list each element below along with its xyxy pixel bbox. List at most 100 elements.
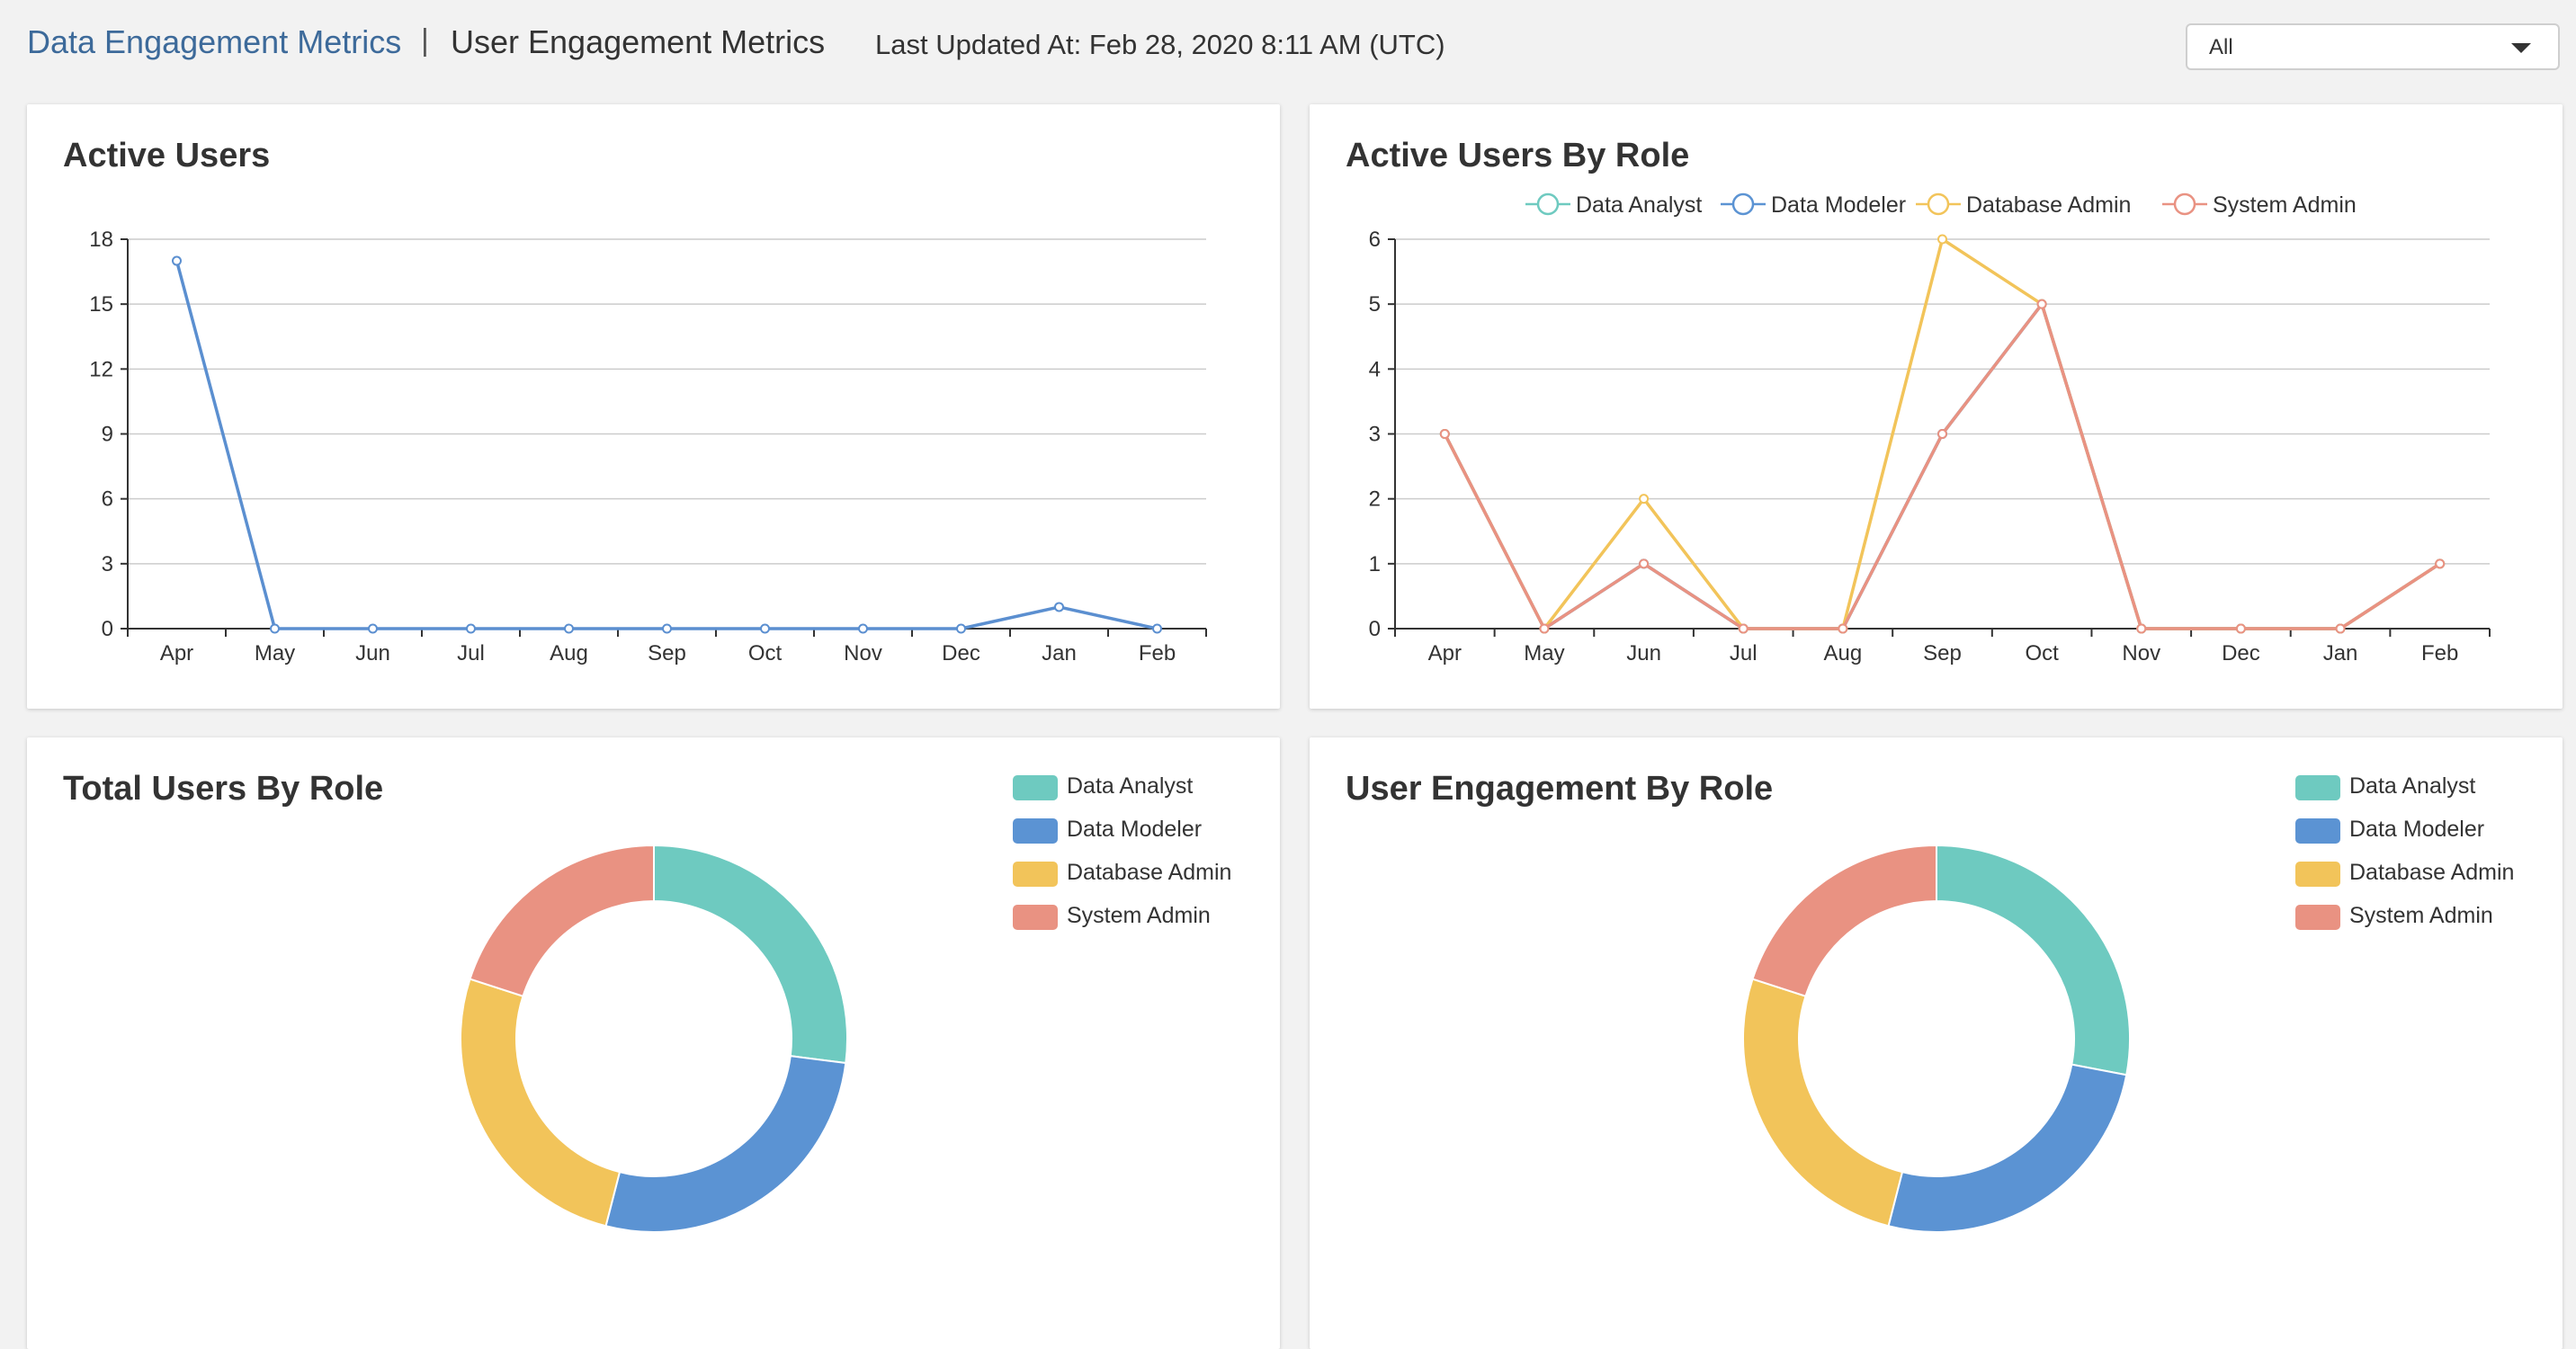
- page-title: User Engagement Metrics: [451, 23, 826, 60]
- legend-line-circle-icon: [1721, 192, 1766, 216]
- active-users-card: Active Users 0 3 6 9 12 15 18 Apr May Jun Jul Aug Se…: [27, 104, 1280, 709]
- data-analyst-line: [1443, 302, 2441, 630]
- system-admin-point: [1539, 623, 1550, 634]
- legend-label: Data Modeler: [2349, 817, 2485, 842]
- x-tick-label: Sep: [1923, 641, 1962, 666]
- active-users-by-role-legend: Data Analyst Data Modeler Database Admin Sy…: [1310, 191, 2563, 223]
- total-users-by-role-title: Total Users By Role: [63, 770, 384, 808]
- x-tick-label: Jul: [457, 641, 485, 666]
- slice-database-admin: [1742, 978, 1904, 1228]
- active-users-title: Active Users: [63, 137, 271, 174]
- x-tick-label: May: [255, 641, 295, 666]
- series-point: [1152, 623, 1162, 634]
- user-engagement-by-role-title: User Engagement By Role: [1346, 770, 1774, 808]
- legend-label: Data Modeler: [1771, 192, 1907, 218]
- active-users-by-role-card: Active Users By Role Data Analyst Data Mo…: [1310, 104, 2563, 709]
- legend-label: System Admin: [2349, 903, 2493, 928]
- user-engagement-by-role-legend: Data Analyst Data Modeler Database Admin Sy…: [2295, 773, 2547, 953]
- slice-system-admin: [469, 844, 655, 997]
- breadcrumb-link[interactable]: Data Engagement Metrics: [27, 23, 402, 60]
- system-admin-point: [1439, 429, 1450, 439]
- user-engagement-by-role-card: User Engagement By Role Data Analyst Data…: [1310, 737, 2563, 1349]
- system-admin-point: [2435, 558, 2446, 569]
- y-tick-label: 5: [1369, 292, 1381, 317]
- chevron-down-icon: [2511, 43, 2531, 53]
- role-filter-value: All: [2209, 35, 2233, 59]
- x-tick-label: Jan: [1042, 641, 1077, 666]
- x-tick-label: Nov: [844, 641, 882, 666]
- system-admin-point: [1937, 429, 1947, 439]
- total-users-by-role-card: Total Users By Role Data Analyst Data Mod…: [27, 737, 1280, 1349]
- slice-data-analyst: [653, 844, 848, 1065]
- y-tick-label: 6: [1369, 228, 1381, 252]
- series-point: [760, 623, 770, 634]
- system-admin-point: [1639, 558, 1650, 569]
- legend-circle: [1536, 192, 1560, 216]
- y-tick-label: 1: [1369, 552, 1381, 576]
- legend-swatch: [2295, 775, 2340, 800]
- x-tick-label: Jun: [355, 641, 390, 666]
- legend-label: Database Admin: [2349, 860, 2515, 885]
- y-tick-label: 0: [102, 617, 113, 641]
- series-point: [368, 623, 378, 634]
- x-tick-label: Aug: [550, 641, 588, 666]
- x-tick-label: Feb: [2421, 641, 2458, 666]
- slice-data-modeler: [1887, 1063, 2128, 1233]
- system-admin-line: [1443, 302, 2441, 630]
- slice-data-analyst: [1936, 844, 2131, 1077]
- y-tick-label: 4: [1369, 357, 1381, 381]
- system-admin-point: [2136, 623, 2147, 634]
- x-tick-label: Sep: [648, 641, 686, 666]
- series-point: [564, 623, 574, 634]
- legend-swatch: [2295, 905, 2340, 930]
- x-tick-label: Jun: [1626, 641, 1661, 666]
- active-users-by-role-chart: 0 1 2 3 4 5 6 Apr May Jun Jul Aug Sep Oct Nov Dec Jan Feb: [1369, 228, 2491, 666]
- slice-data-modeler: [604, 1055, 847, 1233]
- legend-swatch: [1013, 775, 1058, 800]
- y-tick-label: 0: [1369, 617, 1381, 641]
- y-tick-label: 15: [89, 292, 113, 317]
- y-tick-label: 9: [102, 423, 113, 447]
- series-point: [466, 623, 476, 634]
- legend-label: Data Modeler: [1067, 817, 1203, 842]
- y-tick-label: 2: [1369, 487, 1381, 512]
- x-tick-label: Jul: [1730, 641, 1758, 666]
- legend-label: System Admin: [2213, 192, 2357, 218]
- role-filter-select[interactable]: All: [2186, 23, 2560, 70]
- legend-circle: [2173, 192, 2196, 216]
- legend-label: Data Analyst: [1576, 192, 1703, 218]
- slice-database-admin: [460, 978, 622, 1228]
- series-line: [174, 260, 1158, 630]
- series-point: [270, 623, 280, 634]
- x-tick-label: May: [1524, 641, 1564, 666]
- user-engagement-by-role-chart: [1742, 844, 2131, 1233]
- series-point: [662, 623, 672, 634]
- y-tick-label: 3: [102, 552, 113, 576]
- series-point: [172, 255, 182, 266]
- x-tick-label: Oct: [2025, 641, 2059, 666]
- x-tick-label: Dec: [2222, 641, 2260, 666]
- system-admin-point: [2235, 623, 2246, 634]
- active-users-by-role-title: Active Users By Role: [1346, 137, 1690, 174]
- y-tick-label: 12: [89, 357, 113, 381]
- y-tick-label: 18: [89, 228, 113, 252]
- system-admin-point: [1738, 623, 1749, 634]
- header: Data Engagement Metrics | User Engagemen…: [0, 0, 2576, 90]
- x-tick-label: Aug: [1824, 641, 1863, 666]
- x-tick-label: Oct: [748, 641, 783, 666]
- legend-label: System Admin: [1067, 903, 1211, 928]
- series-point: [956, 623, 966, 634]
- total-users-by-role-chart: [460, 844, 848, 1233]
- legend-line-circle-icon: [1916, 192, 1961, 216]
- last-updated-text: Last Updated At: Feb 28, 2020 8:11 AM (U…: [875, 29, 1445, 60]
- legend-swatch: [2295, 862, 2340, 887]
- x-tick-label: Dec: [942, 641, 980, 666]
- x-tick-label: Nov: [2122, 641, 2160, 666]
- breadcrumb-separator: |: [421, 23, 429, 58]
- x-tick-label: Feb: [1139, 641, 1176, 666]
- active-users-chart: 0 3 6 9 12 15 18 Apr May Jun Jul Aug Sep Oct Nov Dec Jan…: [89, 228, 1207, 666]
- legend-swatch: [2295, 818, 2340, 844]
- database-admin-point: [1639, 494, 1650, 505]
- legend-label: Data Analyst: [1067, 773, 1194, 799]
- legend-circle: [1927, 192, 1950, 216]
